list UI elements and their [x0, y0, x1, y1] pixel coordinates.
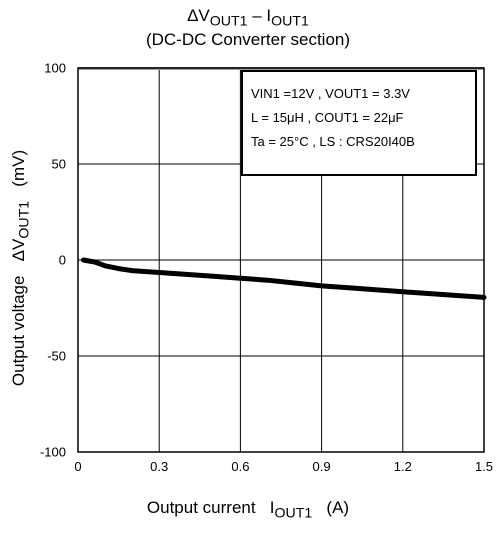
condition-line-2: L = 15μH , COUT1 = 22μF — [251, 110, 404, 125]
y-tick-label: 50 — [51, 156, 66, 172]
title-main: ΔV — [187, 6, 210, 25]
title-sub1: OUT1 — [209, 13, 248, 30]
y-tick-label: 0 — [58, 252, 66, 268]
y-axis-unit: (mV) — [9, 149, 28, 187]
x-axis-label-text: Output current — [146, 498, 256, 517]
x-axis-unit: (A) — [326, 498, 350, 517]
x-axis-symbol-sub: OUT1 — [274, 505, 313, 522]
x-tick-label: 0.3 — [150, 459, 169, 474]
title-sub2: OUT1 — [271, 13, 309, 30]
conditions-box: VIN1 =12V , VOUT1 = 3.3V L = 15μH , COUT… — [241, 70, 477, 176]
x-tick-label: 0.6 — [231, 459, 250, 474]
y-axis-symbol: ΔV — [9, 238, 28, 262]
y-axis-symbol-sub: OUT1 — [16, 200, 33, 239]
y-axis-label-text: Output voltage — [9, 275, 28, 387]
condition-line-3: Ta = 25°C , LS : CRS20I40B — [251, 134, 415, 149]
y-tick-label: -100 — [39, 444, 66, 460]
chart-subtitle: (DC-DC Converter section) — [145, 30, 351, 49]
condition-line-1: VIN1 =12V , VOUT1 = 3.3V — [251, 86, 410, 101]
x-tick-label: 0 — [74, 459, 82, 474]
title-dash: – I — [247, 6, 272, 25]
series-line — [80, 257, 487, 300]
y-axis-label: Output voltage ΔVOUT1 (mV) — [9, 150, 32, 386]
x-axis-symbol: I — [269, 498, 275, 517]
y-tick-label: 100 — [44, 60, 66, 76]
y-tick-label: -50 — [47, 348, 66, 364]
plot-frame — [77, 67, 485, 453]
x-tick-label: 1.2 — [393, 459, 412, 474]
x-axis-label: Output current IOUT1 (A) — [0, 498, 496, 521]
x-tick-label: 0.9 — [312, 459, 331, 474]
chart-title: ΔVOUT1 – IOUT1 — [0, 6, 496, 31]
x-tick-label: 1.5 — [474, 459, 494, 474]
